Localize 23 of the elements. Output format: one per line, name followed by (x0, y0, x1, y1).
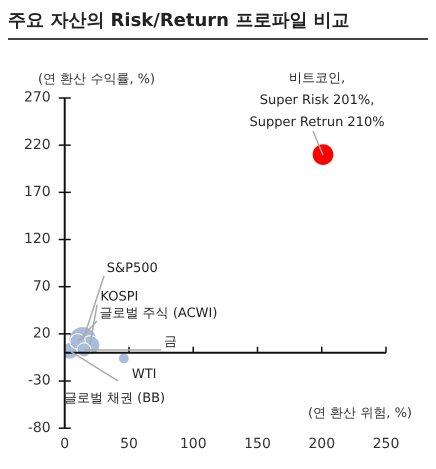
x-tick-label: 200 (308, 436, 336, 452)
y-tick-label: 270 (24, 90, 51, 106)
y-tick-label: 170 (24, 184, 51, 200)
series-label: 글로벌 주식 (ACWI) (100, 306, 218, 321)
x-tick-label: 100 (180, 436, 207, 452)
x-tick-label: 250 (372, 436, 400, 452)
y-tick-label: 70 (32, 278, 51, 294)
y-tick-label: 220 (24, 136, 51, 153)
text: 비트코인, Super Risk 201%, Supper Retrun 210% (249, 70, 385, 130)
x-axis-title: (연 환산 위험, %) (308, 406, 412, 422)
series-label: WTI (132, 366, 156, 382)
y-tick-label: 20 (32, 326, 51, 342)
y-axis-title: (연 환산 수익률, %) (38, 72, 156, 87)
x-tick-label: 150 (244, 436, 271, 452)
text: 금 (164, 334, 177, 350)
y-tick-label: 120 (24, 231, 51, 248)
y-tick-label: -80 (28, 420, 51, 436)
text: S&P500 (106, 260, 158, 276)
text: KOSPI (100, 290, 138, 305)
x-tick-label: 0 (60, 436, 70, 452)
x-tick-label: 50 (120, 436, 138, 452)
y-tick-label: -30 (28, 372, 51, 389)
chart-title: 주요 자산의 Risk/Return 프로파일 비교 (8, 8, 428, 40)
